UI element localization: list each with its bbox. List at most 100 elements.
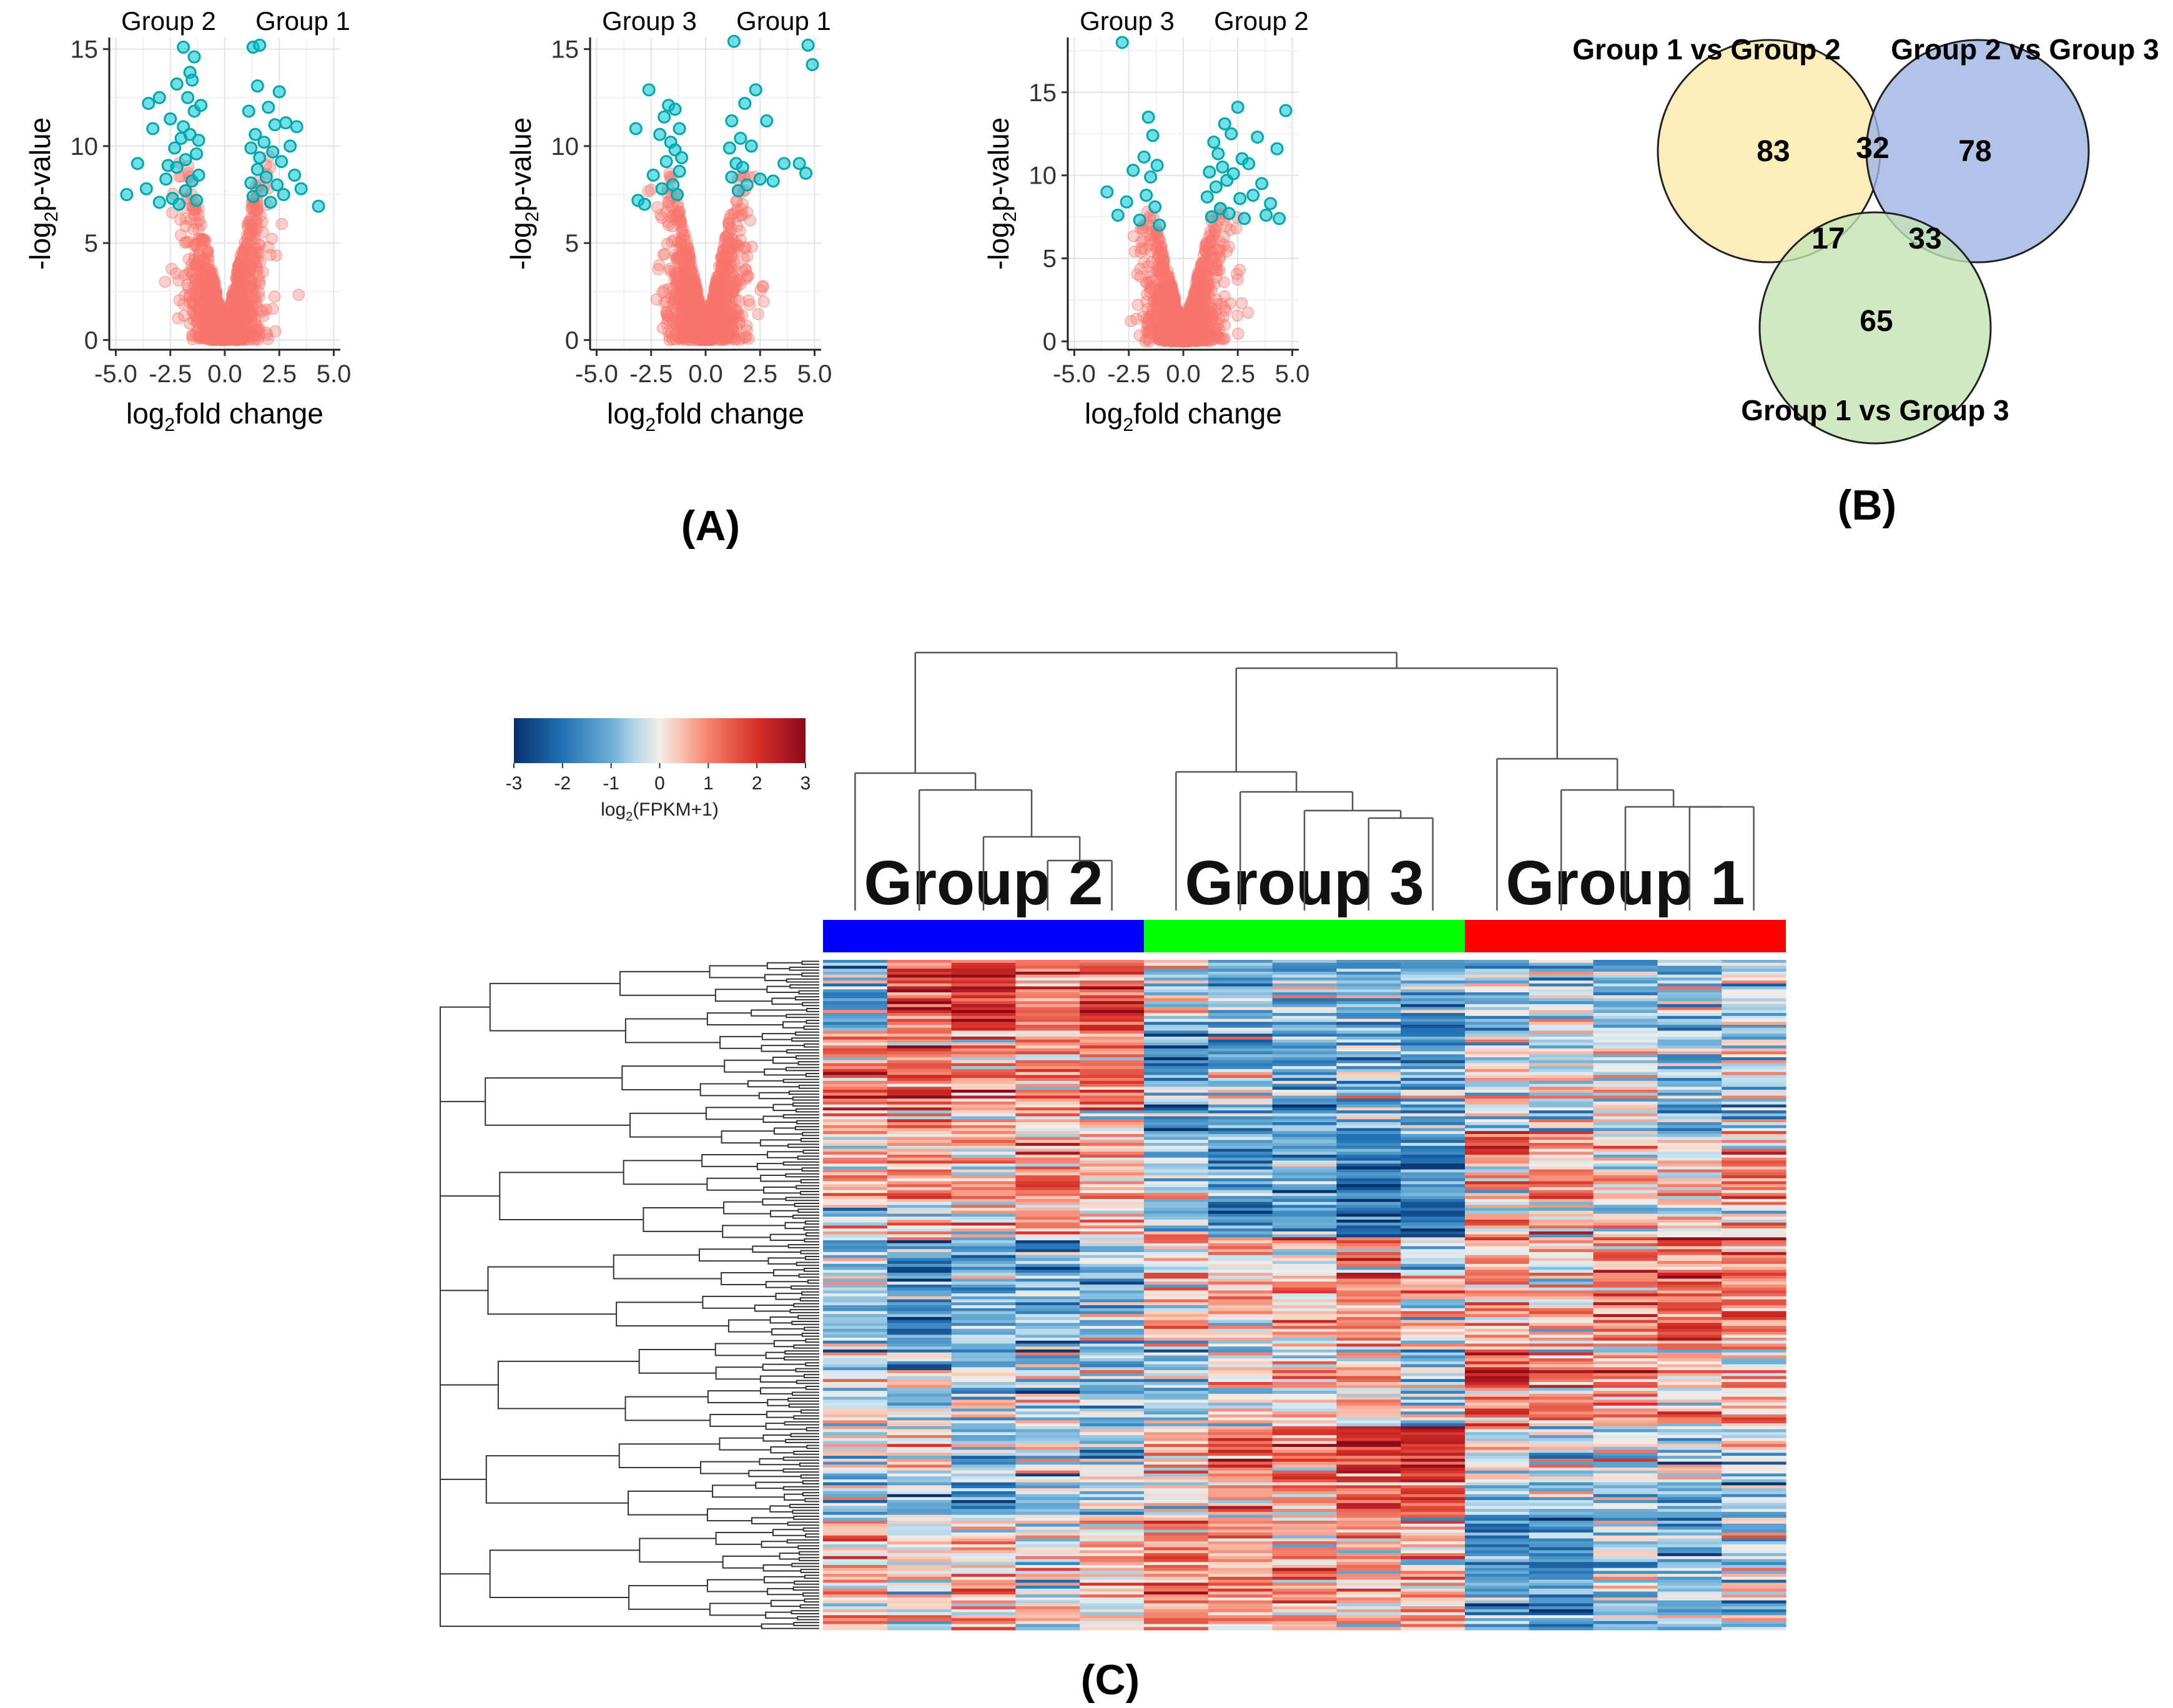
heatmap-cell xyxy=(1144,983,1209,987)
heatmap-cell xyxy=(1593,1004,1658,1008)
heatmap-cell xyxy=(1015,983,1080,987)
heatmap-cell xyxy=(1657,986,1722,990)
point-significant xyxy=(1246,189,1260,202)
heatmap-cell xyxy=(1015,1042,1080,1046)
point-not-significant xyxy=(675,240,687,252)
heatmap-cell xyxy=(1401,1004,1466,1008)
heatmap-cell xyxy=(823,1030,888,1034)
heatmap-cell xyxy=(1722,989,1786,993)
heatmap-cell xyxy=(1015,1069,1080,1073)
heatmap-cell xyxy=(1529,1013,1594,1017)
heatmap-cell xyxy=(1080,1001,1145,1005)
heatmap-cell xyxy=(1465,980,1530,984)
heatmap-cell xyxy=(1593,1027,1658,1032)
heatmap-cell xyxy=(887,995,952,999)
heatmap-cell xyxy=(1529,965,1594,969)
heatmap-cell xyxy=(1336,1051,1401,1055)
heatmap-cell xyxy=(823,986,888,990)
heatmap-cell xyxy=(823,1024,888,1029)
heatmap-cell xyxy=(1465,1010,1530,1014)
point-significant xyxy=(262,101,275,114)
heatmap-cell xyxy=(1144,1015,1209,1020)
point-not-significant xyxy=(1231,327,1244,340)
x-tick-label: 5.0 xyxy=(317,360,352,388)
heatmap-cell xyxy=(1722,960,1786,964)
point-not-significant xyxy=(1173,312,1185,325)
point-significant xyxy=(673,164,686,178)
heatmap-cell xyxy=(1208,1001,1273,1005)
heatmap-cell xyxy=(1529,1066,1594,1070)
point-significant xyxy=(1141,111,1155,124)
point-not-significant xyxy=(1213,250,1226,263)
heatmap-cell xyxy=(1657,995,1722,999)
point-significant xyxy=(1111,209,1125,222)
heatmap-cell xyxy=(1208,989,1273,993)
heatmap-cell xyxy=(1015,962,1080,967)
heatmap-cell xyxy=(1593,1069,1658,1073)
heatmap-cell xyxy=(951,1013,1016,1017)
heatmap-cell xyxy=(1015,1010,1080,1014)
heatmap-cell xyxy=(1465,995,1530,999)
heatmap-cell xyxy=(951,1015,1016,1020)
heatmap-cell xyxy=(1208,1045,1273,1049)
heatmap-cell xyxy=(1080,1063,1145,1067)
point-not-significant xyxy=(202,282,215,295)
heatmap-cell xyxy=(1465,1022,1530,1025)
heatmap-cell xyxy=(1465,986,1530,990)
heatmap-cell xyxy=(1722,971,1786,975)
heatmap-cell xyxy=(1657,1007,1722,1010)
heatmap-cell xyxy=(1144,1007,1209,1010)
right-group-label: Group 2 xyxy=(1214,6,1309,36)
heatmap-cell xyxy=(1144,1045,1209,1049)
heatmap-cell xyxy=(823,1019,888,1022)
heatmap-cell xyxy=(951,962,1016,967)
heatmap-cell xyxy=(887,1054,952,1058)
heatmap-cell xyxy=(1593,1001,1658,1005)
heatmap-cell xyxy=(1465,974,1530,978)
heatmap-cell xyxy=(823,998,888,1002)
heatmap-cell xyxy=(823,989,888,993)
heatmap-cell xyxy=(1015,989,1080,993)
heatmap-cell xyxy=(887,1066,952,1070)
heatmap-cell xyxy=(1080,1013,1145,1017)
heatmap-cell xyxy=(1015,1066,1080,1070)
point-not-significant xyxy=(741,250,754,263)
point-significant xyxy=(192,168,205,182)
heatmap-cell xyxy=(887,1078,952,1082)
heatmap-cell xyxy=(1529,969,1594,972)
point-not-significant xyxy=(722,221,736,234)
heatmap-cell xyxy=(1144,965,1209,969)
point-not-significant xyxy=(1201,252,1213,265)
heatmap-cell xyxy=(1401,1072,1466,1075)
point-not-significant xyxy=(668,293,681,306)
heatmap-cell xyxy=(887,1019,952,1022)
heatmap-cell xyxy=(1080,1069,1145,1073)
heatmap-cell xyxy=(1208,1069,1273,1073)
heatmap-cell xyxy=(1465,962,1530,967)
point-not-significant xyxy=(1166,286,1179,299)
heatmap-cell xyxy=(1529,1001,1594,1005)
heatmap-cell xyxy=(1144,1010,1209,1014)
heatmap-cell xyxy=(887,980,952,984)
heatmap-cell xyxy=(1336,1045,1401,1049)
heatmap-cell xyxy=(1208,965,1273,969)
heatmap-cell xyxy=(1529,1019,1594,1022)
heatmap-cell xyxy=(1401,1030,1466,1034)
point-significant xyxy=(1137,150,1151,164)
heatmap-cell xyxy=(1593,995,1658,999)
heatmap-cell xyxy=(1208,960,1273,964)
heatmap-cell xyxy=(1722,998,1786,1002)
point-significant xyxy=(1233,192,1247,205)
heatmap-cell xyxy=(1657,965,1722,969)
point-not-significant xyxy=(265,232,278,245)
heatmap-cell xyxy=(1722,1075,1786,1079)
point-significant xyxy=(1148,200,1162,214)
x-tick-label: 2.5 xyxy=(1220,360,1255,388)
y-axis-label: -log2p-value xyxy=(505,117,543,270)
heatmap-cell xyxy=(1208,1054,1273,1058)
heatmap-cell xyxy=(1336,989,1401,993)
heatmap-cell xyxy=(823,1001,888,1005)
heatmap-cell xyxy=(1529,1015,1594,1020)
point-not-significant xyxy=(1158,255,1171,269)
point-significant xyxy=(1126,164,1140,177)
